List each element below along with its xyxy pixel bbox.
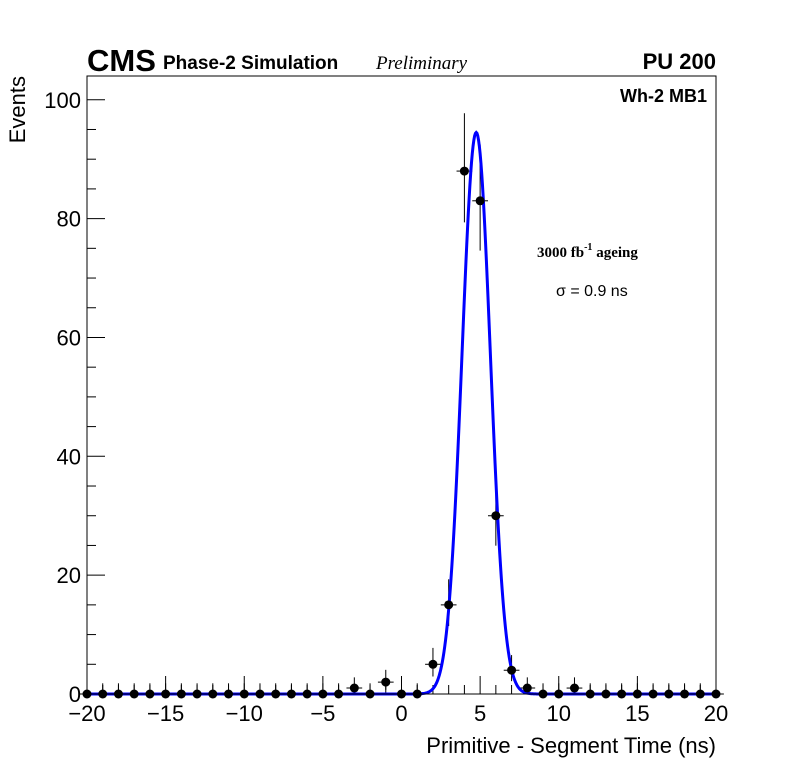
data-point <box>491 511 500 520</box>
data-point <box>381 678 390 687</box>
y-axis-title: Events <box>5 76 30 143</box>
data-point <box>460 167 469 176</box>
pileup-label: PU 200 <box>643 49 716 74</box>
data-point <box>507 666 516 675</box>
x-tick-label: 15 <box>625 701 649 726</box>
y-tick-label: 80 <box>57 207 81 232</box>
x-tick-label: 5 <box>474 701 486 726</box>
data-point <box>350 684 359 693</box>
x-tick-label: 10 <box>547 701 571 726</box>
y-tick-label: 60 <box>57 325 81 350</box>
data-point <box>428 660 437 669</box>
x-tick-label: −15 <box>147 701 184 726</box>
gaussian-fit-line <box>87 132 716 694</box>
data-point <box>570 684 579 693</box>
x-tick-label: −5 <box>310 701 335 726</box>
data-point <box>476 196 485 205</box>
x-tick-label: 0 <box>395 701 407 726</box>
sigma-label: σ = 0.9 ns <box>556 283 628 300</box>
x-tick-label: 20 <box>704 701 728 726</box>
gaussian-fit-layer <box>87 132 716 694</box>
plot-frame <box>87 76 716 694</box>
x-axis-title: Primitive - Segment Time (ns) <box>426 733 716 758</box>
preliminary-label: Preliminary <box>375 53 468 74</box>
x-tick-label: −10 <box>226 701 263 726</box>
y-tick-label: 100 <box>44 88 81 113</box>
data-point <box>444 600 453 609</box>
chart-canvas: CMS Phase-2 Simulation Preliminary PU 20… <box>0 0 796 772</box>
y-tick-label: 20 <box>57 563 81 588</box>
ageing-label: 3000 fb-1 ageing <box>537 242 638 261</box>
cms-logo-text: CMS <box>87 43 156 78</box>
error-bars <box>79 113 724 694</box>
data-point <box>523 684 532 693</box>
simulation-label: Phase-2 Simulation <box>163 53 338 74</box>
station-label: Wh-2 MB1 <box>620 86 707 106</box>
y-tick-label: 40 <box>57 444 81 469</box>
